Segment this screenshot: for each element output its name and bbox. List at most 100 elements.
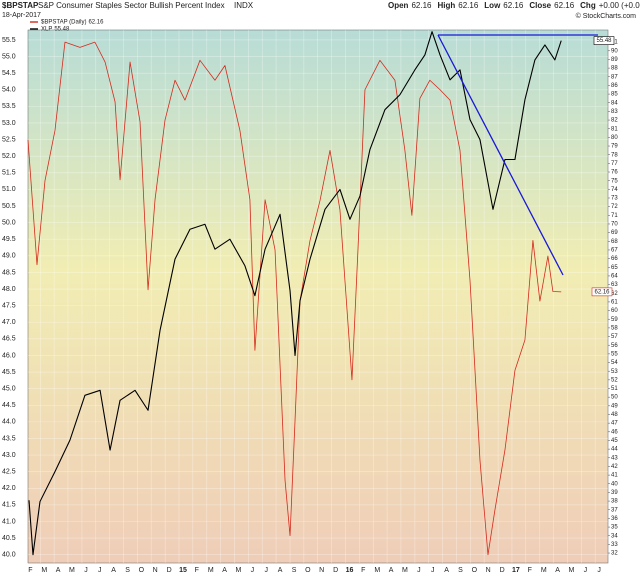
quote-value: 62.16 <box>503 1 524 10</box>
x-tick-label: J <box>584 567 588 574</box>
quote-value: 62.16 <box>554 1 575 10</box>
y2-tick-label: 34 <box>611 533 618 539</box>
y-tick-label: 42.0 <box>2 485 16 492</box>
exchange: INDX <box>234 1 254 10</box>
y2-tick-label: 36 <box>611 516 618 522</box>
y2-tick-label: 59 <box>611 317 618 323</box>
y2-tick-label: 46 <box>611 429 618 435</box>
y-tick-label: 53.5 <box>2 103 16 110</box>
quote-value: 62.16 <box>411 1 432 10</box>
y-tick-label: 46.0 <box>2 352 16 359</box>
x-tick-label: A <box>444 567 449 574</box>
y2-tick-label: 62 <box>611 291 618 297</box>
y-tick-label: 45.0 <box>2 385 16 392</box>
x-tick-label: J <box>84 567 88 574</box>
y2-tick-label: 65 <box>611 265 618 271</box>
y-tick-label: 43.0 <box>2 452 16 459</box>
y2-tick-label: 60 <box>611 308 618 314</box>
x-tick-label: A <box>222 567 227 574</box>
x-tick-label: J <box>597 567 601 574</box>
y-tick-label: 43.5 <box>2 435 16 442</box>
y2-tick-label: 35 <box>611 525 618 531</box>
y2-tick-label: 86 <box>611 83 618 89</box>
x-tick-label: O <box>139 567 145 574</box>
x-tick-label: A <box>56 567 61 574</box>
x-tick-label: O <box>472 567 478 574</box>
x-tick-label: O <box>305 567 311 574</box>
x-tick-label: S <box>125 567 130 574</box>
x-tick-label: F <box>195 567 199 574</box>
y2-tick-label: 82 <box>611 118 618 124</box>
y-tick-label: 46.5 <box>2 336 16 343</box>
y2-tick-label: 58 <box>611 325 618 331</box>
x-tick-label: A <box>111 567 116 574</box>
y2-tick-label: 68 <box>611 239 618 245</box>
quote-label: Chg <box>580 1 596 10</box>
y2-tick-label: 41 <box>611 473 618 479</box>
x-tick-label: J <box>417 567 421 574</box>
y2-tick-label: 45 <box>611 438 618 444</box>
y2-tick-label: 91 <box>611 40 618 46</box>
x-tick-label: D <box>500 567 505 574</box>
legend: $BPSTAP (Daily) 62.16 XLP 55.48 <box>30 20 104 33</box>
quote-label: Open <box>388 1 409 10</box>
y-tick-label: 55.5 <box>2 37 16 44</box>
y2-tick-label: 79 <box>611 144 618 150</box>
y-tick-label: 50.0 <box>2 219 16 226</box>
x-tick-label: M <box>69 567 75 574</box>
x-tick-label: S <box>292 567 297 574</box>
y-tick-label: 41.5 <box>2 502 16 509</box>
x-tick-label: M <box>236 567 242 574</box>
trendline <box>437 34 564 276</box>
y2-tick-label: 74 <box>611 187 618 193</box>
y-tick-label: 52.0 <box>2 153 16 160</box>
legend-value: 55.48 <box>54 27 70 33</box>
x-tick-label: N <box>153 567 158 574</box>
x-tick-label: M <box>41 567 47 574</box>
y-tick-label: 44.0 <box>2 419 16 426</box>
y-tick-label: 52.5 <box>2 136 16 143</box>
y2-tick-label: 72 <box>611 204 618 210</box>
x-tick-label: M <box>402 567 408 574</box>
x-tick-label: J <box>251 567 255 574</box>
y-tick-label: 54.5 <box>2 70 16 77</box>
y2-tick-label: 64 <box>611 274 618 280</box>
x-tick-label: D <box>333 567 338 574</box>
x-tick-label: 15 <box>179 567 187 574</box>
series-line <box>28 31 562 556</box>
y2-tick-label: 67 <box>611 248 618 254</box>
y2-tick-label: 77 <box>611 161 618 167</box>
y-tick-label: 48.0 <box>2 286 16 293</box>
legend-label: XLP <box>41 27 52 33</box>
y2-tick-label: 54 <box>611 360 618 366</box>
series: 62.16 55.48 <box>27 31 615 556</box>
x-tick-label: N <box>319 567 324 574</box>
last-value-label: 62.16 <box>594 289 610 295</box>
y-tick-label: 47.5 <box>2 302 16 309</box>
x-tick-label: J <box>264 567 268 574</box>
x-tick-label: M <box>208 567 214 574</box>
y2-tick-label: 80 <box>611 135 618 141</box>
date: 18-Apr-2017 <box>2 12 41 19</box>
y-tick-label: 42.5 <box>2 469 16 476</box>
y2-tick-label: 84 <box>611 100 618 106</box>
y-tick-label: 50.5 <box>2 203 16 210</box>
y-tick-label: 51.5 <box>2 170 16 177</box>
quote-label: Close <box>529 1 551 10</box>
y2-tick-label: 87 <box>611 74 618 80</box>
y2-tick-label: 39 <box>611 490 618 496</box>
x-tick-label: F <box>528 567 532 574</box>
quote: Open 62.16 High 62.16 Low 62.16 Close 62.16 Chg +… <box>388 1 640 10</box>
y2-tick-label: 66 <box>611 256 618 262</box>
legend-value: 62.16 <box>88 20 104 26</box>
y2-tick-label: 56 <box>611 343 618 349</box>
x-tick-label: F <box>28 567 32 574</box>
y-tick-label: 48.5 <box>2 269 16 276</box>
y-tick-label: 40.5 <box>2 535 16 542</box>
y2-tick-label: 70 <box>611 222 618 228</box>
copyright: © StockCharts.com <box>576 12 637 20</box>
y2-tick-label: 48 <box>611 412 618 418</box>
y2-tick-label: 40 <box>611 481 618 487</box>
y2-tick-label: 53 <box>611 369 618 375</box>
y2-tick-label: 71 <box>611 213 618 219</box>
